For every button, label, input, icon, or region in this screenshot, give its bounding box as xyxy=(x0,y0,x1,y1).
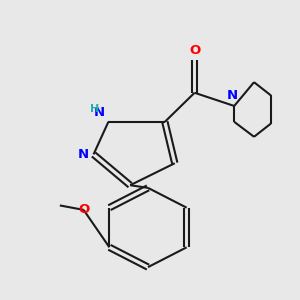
Text: O: O xyxy=(78,203,89,216)
Text: H: H xyxy=(90,104,100,114)
Text: N: N xyxy=(227,89,238,102)
Text: N: N xyxy=(78,148,89,161)
Text: O: O xyxy=(189,44,200,57)
Text: N: N xyxy=(94,106,105,119)
